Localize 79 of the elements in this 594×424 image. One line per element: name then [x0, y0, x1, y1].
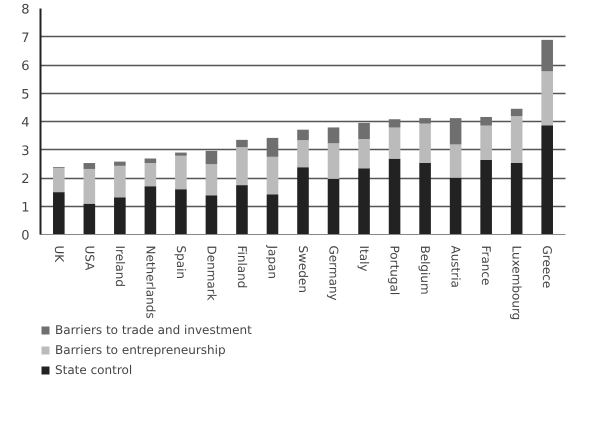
- x-tick-label: Portugal: [388, 246, 402, 296]
- y-tick-label: 4: [21, 116, 30, 130]
- bar: [510, 116, 522, 164]
- bar: [236, 147, 248, 186]
- bar: [388, 127, 400, 159]
- bar: [114, 197, 126, 234]
- bar: [419, 163, 431, 234]
- legend-label: Barriers to entrepreneurship: [55, 343, 226, 357]
- x-tick-label: UK: [52, 246, 66, 264]
- bar: [510, 108, 522, 116]
- x-tick-label: Denmark: [204, 246, 218, 301]
- bar: [175, 189, 187, 234]
- bar: [358, 139, 370, 168]
- x-tick-label: Netherlands: [143, 246, 158, 319]
- bar: [480, 116, 492, 126]
- y-tick-label: 2: [21, 172, 30, 187]
- bar: [450, 178, 462, 234]
- x-tick-label: Finland: [234, 246, 249, 288]
- bar: [114, 166, 126, 198]
- bar: [266, 194, 278, 234]
- bar: [175, 156, 187, 190]
- y-tick-label: 8: [21, 2, 30, 18]
- bar: [206, 164, 218, 196]
- bar: [266, 138, 278, 157]
- bar: [541, 125, 553, 234]
- bar: [358, 168, 370, 234]
- bar: [480, 160, 492, 234]
- x-tick-label: USA: [82, 246, 96, 272]
- bar: [206, 196, 218, 234]
- bar: [450, 118, 462, 144]
- bar: [206, 150, 218, 164]
- x-tick-label: Ireland: [112, 246, 127, 288]
- bar: [144, 186, 156, 234]
- bar: [144, 163, 156, 186]
- x-tick-label: Sweden: [296, 246, 310, 293]
- bar: [328, 178, 340, 234]
- bar: [541, 71, 553, 126]
- bar: [450, 144, 462, 178]
- bar: [84, 163, 96, 169]
- bar: [297, 167, 309, 234]
- bar: [358, 122, 370, 140]
- x-tick-label: Japan: [265, 244, 280, 279]
- y-tick-label: 5: [21, 87, 30, 102]
- x-tick-label: Italy: [357, 246, 372, 272]
- bar: [297, 130, 309, 140]
- x-tick-label: Austria: [448, 246, 463, 288]
- bar: [114, 162, 126, 166]
- bar: [144, 158, 156, 164]
- bar: [388, 158, 400, 234]
- bar: [480, 125, 492, 160]
- x-tick-label: Germany: [326, 246, 341, 301]
- bar: [388, 119, 400, 128]
- y-tick-label: 6: [21, 59, 30, 74]
- bar: [175, 152, 187, 156]
- bar: [541, 40, 553, 72]
- bar: [53, 168, 65, 192]
- y-tick-label: 0: [21, 228, 30, 244]
- y-tick-label: 1: [21, 200, 30, 216]
- bar: [84, 204, 96, 234]
- bar: [328, 127, 340, 144]
- bar: [266, 156, 278, 194]
- x-tick-label: Luxembourg: [510, 246, 524, 320]
- x-tick-label: France: [479, 246, 494, 286]
- x-tick-label: Spain: [174, 246, 188, 280]
- y-tick-label: 7: [21, 30, 30, 46]
- bar: [419, 118, 431, 124]
- bar: [236, 185, 248, 234]
- y-tick-label: 3: [21, 144, 30, 159]
- bar: [84, 168, 96, 204]
- legend-label: State control: [55, 363, 132, 377]
- bar: [328, 143, 340, 179]
- bar: [236, 140, 248, 148]
- x-tick-label: Greece: [540, 246, 554, 288]
- bar: [53, 192, 65, 234]
- bar: [419, 123, 431, 164]
- legend-label: Barriers to trade and investment: [55, 323, 252, 337]
- bar: [297, 140, 309, 168]
- bar: [510, 163, 522, 234]
- x-tick-label: Belgium: [418, 246, 432, 295]
